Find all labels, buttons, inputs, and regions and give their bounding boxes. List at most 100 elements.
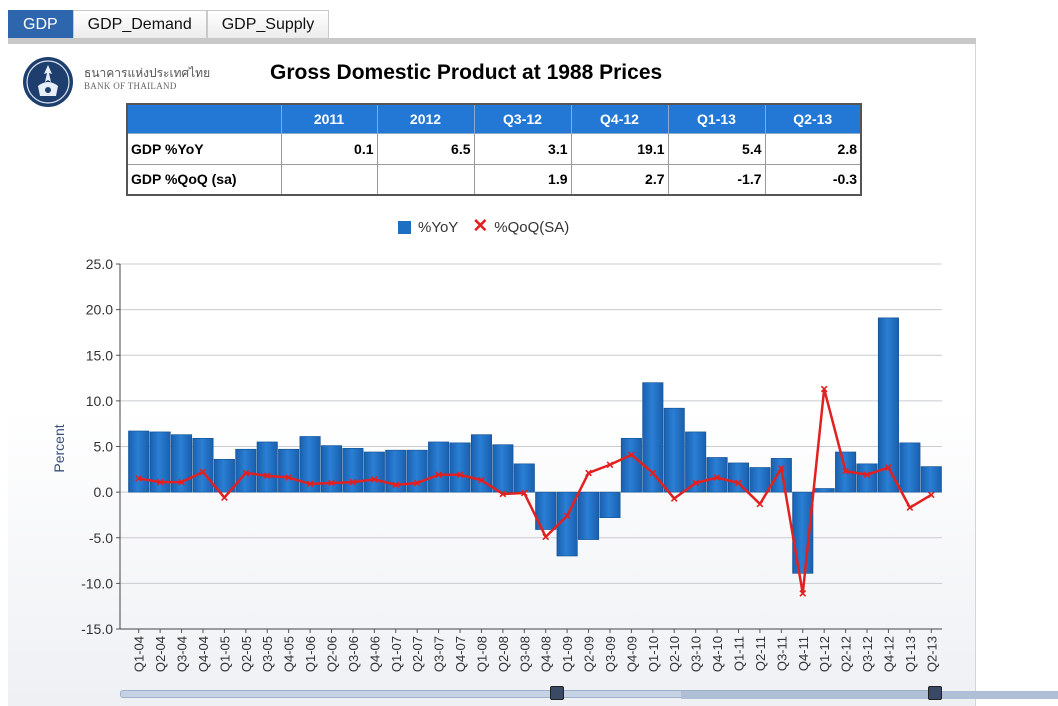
- scrollbar-right-handle[interactable]: [928, 686, 942, 700]
- point-qoq: [927, 491, 935, 499]
- x-tick-label: Q1-13: [903, 636, 918, 672]
- point-qoq: [906, 504, 914, 512]
- chart-scrollbar[interactable]: [120, 690, 1058, 699]
- bar-yoy: [706, 457, 728, 493]
- table-header-row: 2011 2012 Q3-12 Q4-12 Q1-13 Q2-13: [126, 103, 862, 134]
- table-cell: 6.5: [376, 132, 475, 165]
- bar-yoy: [920, 466, 942, 493]
- table-header-cell: Q3-12: [473, 103, 572, 134]
- point-qoq: [392, 481, 400, 489]
- x-tick-label: Q1-04: [132, 636, 147, 672]
- tab-gdp-demand[interactable]: GDP_Demand: [72, 10, 207, 38]
- bar-yoy: [599, 491, 621, 518]
- table-header-cell: Q4-12: [570, 103, 669, 134]
- bank-name-english: BANK OF THAILAND: [84, 81, 177, 91]
- scrollbar-left-handle[interactable]: [550, 686, 564, 700]
- bar-yoy: [213, 458, 235, 493]
- table-cell: 0.1: [280, 132, 378, 165]
- x-tick-label: Q4-05: [282, 636, 297, 672]
- bar-yoy: [385, 449, 407, 493]
- bar-yoy: [492, 444, 514, 493]
- page-title: Gross Domestic Product at 1988 Prices: [270, 61, 663, 84]
- bar-yoy: [685, 431, 707, 493]
- bar-yoy: [578, 491, 600, 540]
- point-qoq: [670, 495, 678, 502]
- tab-gdp-supply[interactable]: GDP_Supply: [206, 10, 330, 38]
- chart-legend: %YoY ✕ %QoQ(SA): [398, 217, 569, 237]
- point-qoq: [756, 500, 764, 508]
- y-tick-label: 0.0: [94, 484, 114, 500]
- x-tick-label: Q4-08: [539, 636, 554, 672]
- bar-yoy: [149, 431, 171, 493]
- y-tick-label: -15.0: [81, 621, 113, 637]
- table-header-cell: 2011: [280, 103, 378, 134]
- y-tick-label: 5.0: [94, 439, 114, 455]
- bar-yoy: [299, 436, 321, 493]
- table-cell: -1.7: [667, 163, 766, 196]
- bar-yoy: [813, 488, 835, 493]
- bar-yoy: [535, 491, 557, 530]
- point-qoq: [370, 475, 378, 483]
- x-tick-label: Q1-09: [560, 636, 575, 672]
- x-tick-label: Q3-08: [517, 636, 532, 672]
- point-qoq: [156, 478, 164, 486]
- point-qoq: [692, 479, 700, 487]
- bar-yoy: [428, 441, 450, 493]
- point-qoq: [263, 472, 271, 480]
- bar-yoy: [856, 463, 878, 493]
- table-cell: 3.1: [473, 132, 572, 165]
- row-label: GDP %YoY: [126, 132, 282, 165]
- point-qoq: [885, 464, 892, 471]
- bar-yoy: [320, 445, 343, 493]
- bank-name-thai: ธนาคารแห่งประเทศไทย: [84, 66, 211, 80]
- point-qoq: [542, 533, 550, 541]
- scrollbar-range[interactable]: [681, 691, 1058, 699]
- point-qoq: [863, 471, 871, 479]
- tab-divider: [8, 38, 976, 44]
- table-header-cell: 2012: [376, 103, 475, 134]
- row-label: GDP %QoQ (sa): [126, 163, 282, 196]
- point-qoq: [221, 494, 228, 501]
- point-qoq: [735, 479, 742, 487]
- point-qoq: [649, 469, 657, 477]
- table-cell: 2.8: [764, 132, 862, 165]
- point-qoq: [777, 465, 785, 472]
- point-qoq: [242, 469, 250, 477]
- bar-yoy: [342, 448, 364, 493]
- x-tick-label: Q2-07: [410, 636, 425, 672]
- point-qoq: [178, 478, 185, 486]
- bar-yoy: [256, 441, 278, 493]
- x-tick-label: Q2-06: [325, 636, 340, 672]
- gdp-summary-table: 2011 2012 Q3-12 Q4-12 Q1-13 Q2-13 GDP %Y…: [126, 103, 862, 196]
- point-qoq: [456, 471, 464, 479]
- x-tick-label: Q2-05: [239, 636, 254, 672]
- point-qoq: [478, 476, 485, 484]
- table-cell: [376, 163, 475, 196]
- table-header-cell: [126, 103, 282, 134]
- bar-yoy: [642, 382, 664, 493]
- point-qoq: [563, 512, 571, 520]
- bar-yoy: [727, 462, 750, 493]
- y-tick-label: -10.0: [81, 575, 113, 591]
- x-tick-label: Q2-13: [924, 636, 939, 672]
- point-qoq: [628, 451, 635, 459]
- table-cell: 5.4: [667, 132, 766, 165]
- bar-yoy: [235, 448, 257, 493]
- x-tick-label: Q3-12: [860, 636, 875, 672]
- point-qoq: [349, 478, 357, 486]
- bar-yoy: [363, 451, 385, 493]
- bar-yoy: [278, 448, 300, 493]
- point-qoq: [328, 479, 335, 487]
- point-qoq: [799, 590, 807, 597]
- x-tick-label: Q3-04: [175, 636, 190, 672]
- tab-gdp[interactable]: GDP: [8, 10, 73, 38]
- x-tick-label: Q2-08: [496, 636, 511, 672]
- x-tick-label: Q4-12: [881, 636, 896, 672]
- bar-yoy: [899, 442, 921, 493]
- x-tick-label: Q1-08: [474, 636, 489, 672]
- point-qoq: [199, 468, 207, 476]
- bar-yoy: [406, 449, 428, 493]
- x-tick-label: Q1-11: [732, 636, 747, 671]
- bar-yoy: [663, 407, 685, 493]
- x-tick-label: Q4-06: [367, 636, 382, 672]
